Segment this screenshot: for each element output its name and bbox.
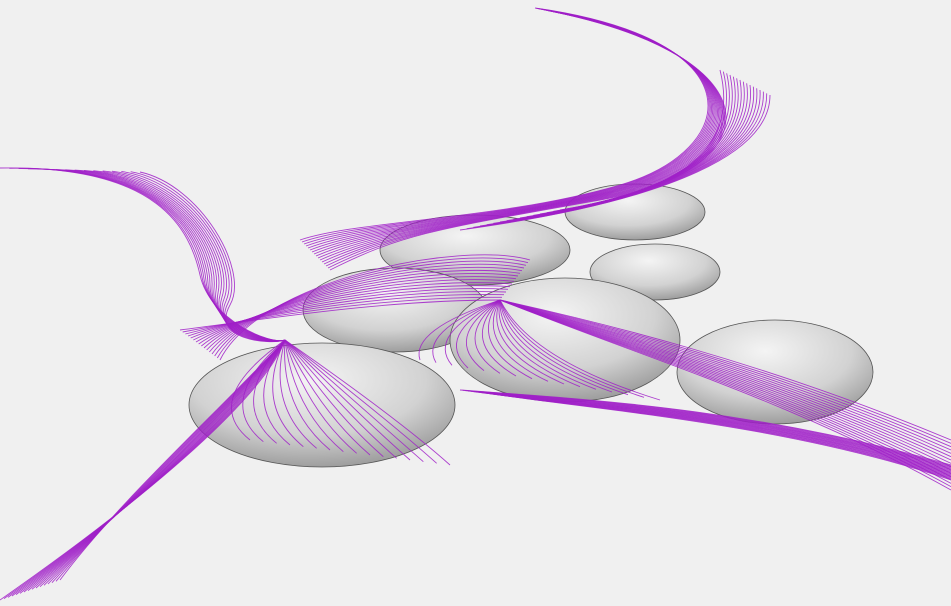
- streamline: [9, 167, 286, 342]
- streamline: [195, 282, 513, 343]
- streamline: [182, 296, 503, 333]
- streamline: [499, 299, 951, 468]
- streamline: [499, 299, 951, 464]
- streamline: [329, 11, 727, 271]
- streamline: [11, 339, 286, 597]
- streamline: [499, 299, 661, 401]
- streamline: [499, 299, 597, 390]
- streamline: [284, 339, 411, 461]
- streamline: [198, 279, 515, 345]
- streamline: [499, 299, 951, 448]
- streamline: [55, 169, 286, 342]
- streamline: [499, 299, 951, 458]
- streamline: [284, 339, 397, 459]
- streamline: [499, 299, 951, 451]
- streamline: [284, 339, 344, 453]
- streamline: [284, 339, 357, 454]
- streamline: [466, 299, 501, 372]
- streamline: [65, 169, 286, 342]
- streamline: [482, 299, 517, 377]
- streamline: [499, 299, 645, 398]
- streamline: [35, 339, 286, 589]
- streamline: [272, 339, 304, 448]
- streamline: [23, 339, 286, 593]
- streamline: [432, 299, 501, 363]
- streamline: [139, 171, 286, 343]
- streamline: [284, 339, 451, 466]
- streamline: [499, 299, 613, 393]
- streamline: [284, 339, 424, 463]
- streamline: [284, 339, 384, 458]
- streamline: [499, 299, 629, 396]
- streamline: [214, 260, 527, 357]
- streamline: [444, 299, 501, 366]
- streamline: [499, 299, 951, 491]
- streamline: [31, 339, 286, 590]
- streamline: [185, 294, 505, 335]
- streamline: [284, 339, 331, 451]
- streamline: [59, 339, 286, 581]
- streamline: [499, 299, 951, 461]
- streamlines: [0, 7, 951, 601]
- streamline: [488, 299, 533, 380]
- streamline: [499, 299, 951, 454]
- streamline: [208, 266, 523, 353]
- streamline: [190, 288, 509, 339]
- streamline: [74, 169, 286, 342]
- streamline: [0, 167, 286, 342]
- streamline: [456, 299, 501, 369]
- streamline: [284, 339, 437, 464]
- streamline: [27, 168, 286, 342]
- streamline: [284, 339, 371, 456]
- streamline: [499, 299, 951, 441]
- streamline: [499, 394, 951, 481]
- streamline: [216, 257, 529, 359]
- streamline: [418, 299, 501, 361]
- streamline: [51, 339, 286, 583]
- streamline: [187, 291, 507, 337]
- streamline: [459, 94, 771, 231]
- streamline: [27, 339, 286, 592]
- streamline: [3, 339, 286, 600]
- streamline: [496, 299, 565, 385]
- streamline: [498, 299, 581, 388]
- streamline: [211, 263, 525, 355]
- streamline: [83, 169, 286, 342]
- streamline: [15, 339, 286, 596]
- streamline: [46, 168, 286, 342]
- streamline: [492, 299, 549, 382]
- streamline: [37, 168, 286, 342]
- streamline: [179, 299, 501, 331]
- streamline: [19, 339, 286, 594]
- streamline: [499, 299, 951, 444]
- streamline: [0, 339, 286, 601]
- streamline: [18, 168, 286, 342]
- streamline: [279, 339, 317, 449]
- streamline: [193, 285, 511, 341]
- streamline: [219, 254, 531, 361]
- streamline: [47, 339, 286, 585]
- streamline: [474, 299, 501, 374]
